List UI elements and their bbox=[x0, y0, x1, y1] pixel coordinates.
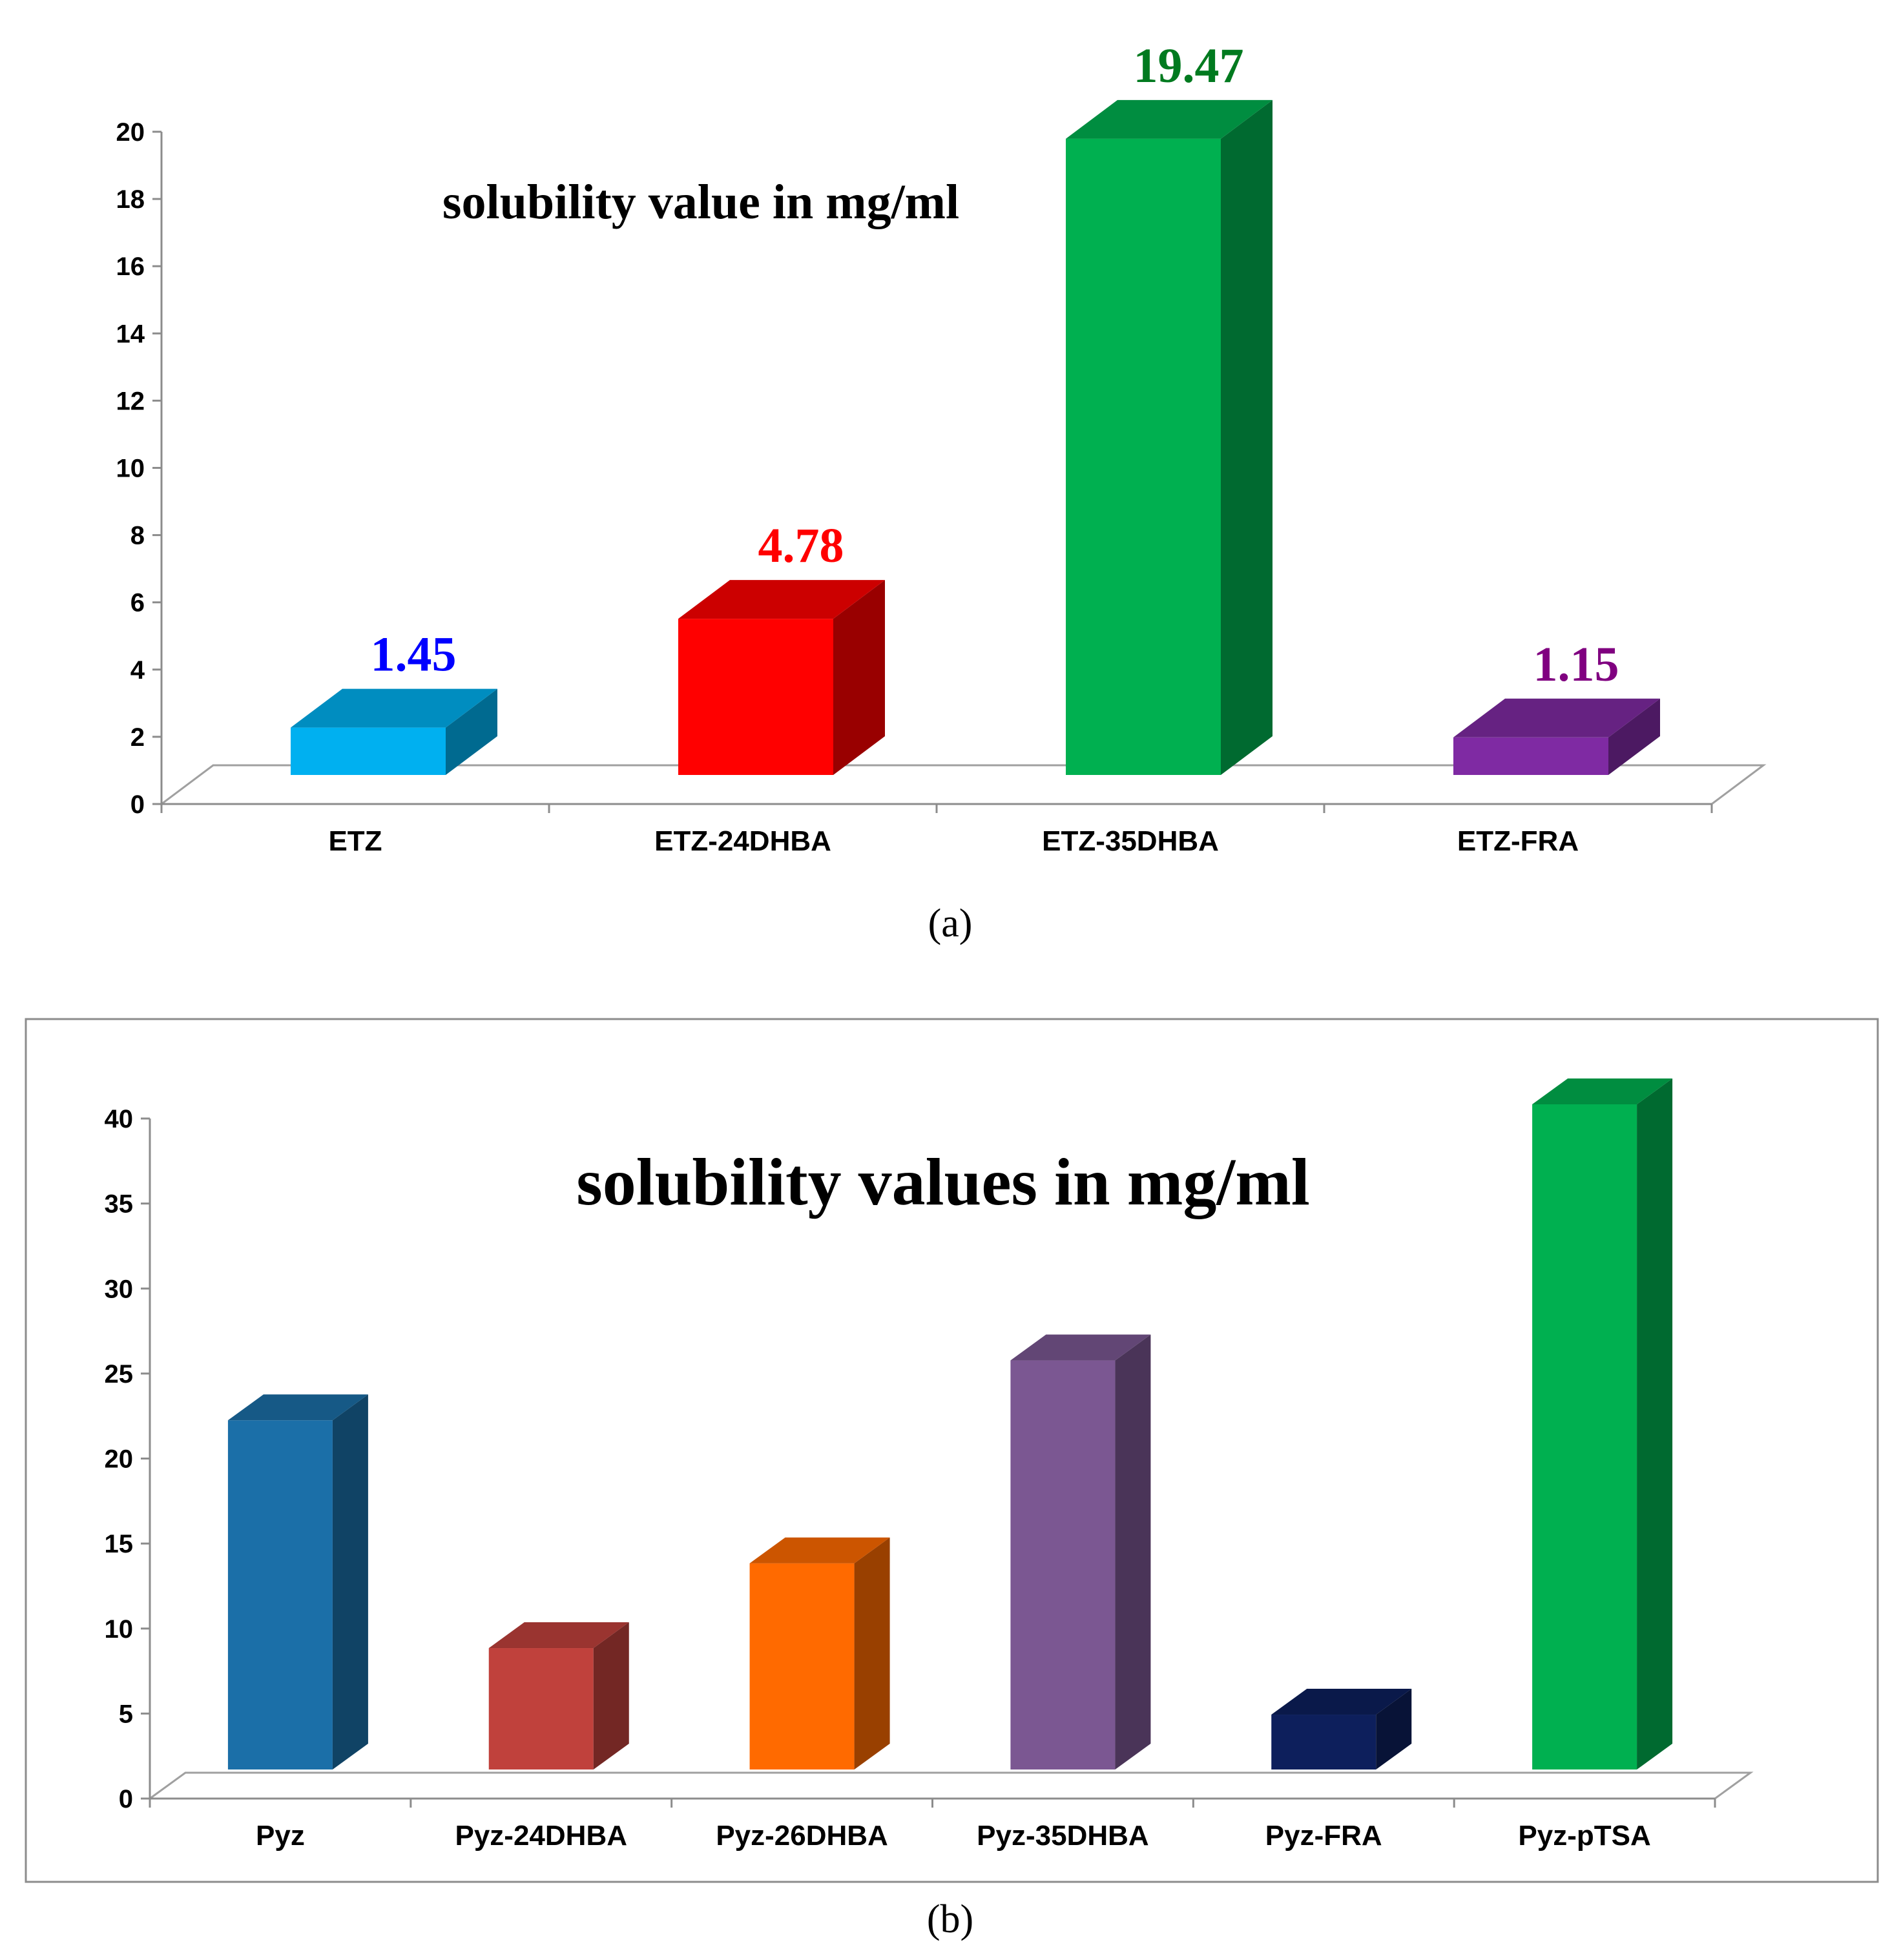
bar-front bbox=[1271, 1715, 1376, 1769]
y-tick-label: 30 bbox=[105, 1275, 134, 1303]
bar-front bbox=[1066, 138, 1221, 775]
chart-b: 0 5 10 15 20 25 30 35 40 Pyz Pyz-24DHBA Pyz-26DHBA… bbox=[25, 1018, 1879, 1941]
y-tick-label: 20 bbox=[116, 118, 145, 147]
bar-top bbox=[1271, 1689, 1412, 1715]
bar-side bbox=[332, 1394, 368, 1769]
chart-a-caption: (a) bbox=[928, 902, 973, 945]
y-tick-label: 35 bbox=[105, 1190, 134, 1219]
bar-side bbox=[854, 1537, 890, 1769]
category-label: Pyz bbox=[256, 1820, 305, 1852]
bar-Pyz-pTSA bbox=[1532, 1078, 1673, 1769]
category-label: ETZ-35DHBA bbox=[1042, 825, 1219, 857]
bar-Pyz-35DHBA bbox=[1010, 1334, 1151, 1769]
category-label: Pyz-FRA bbox=[1265, 1820, 1382, 1852]
chart-a-bars bbox=[291, 99, 1660, 775]
bar-top bbox=[1010, 1334, 1151, 1361]
y-tick-label: 2 bbox=[130, 723, 145, 752]
y-tick-label: 40 bbox=[105, 1105, 134, 1133]
bar-front bbox=[227, 1420, 333, 1769]
bar-front bbox=[291, 727, 446, 775]
chart-a: 0 2 4 6 8 10 12 14 16 18 20 ETZ ETZ-24DHBA ETZ-35DHB… bbox=[116, 39, 1767, 945]
y-tick-label: 6 bbox=[130, 589, 145, 617]
bar-front bbox=[1453, 737, 1608, 775]
bar-side bbox=[1608, 698, 1660, 775]
category-label: ETZ-24DHBA bbox=[654, 825, 831, 857]
bar-side bbox=[1221, 99, 1273, 775]
bar-Pyz-FRA bbox=[1271, 1689, 1412, 1769]
chart-b-frame bbox=[25, 1018, 1879, 1883]
bar-ETZ-35DHBA bbox=[1066, 99, 1273, 775]
y-tick-label: 14 bbox=[116, 320, 145, 348]
data-label: 1.15 bbox=[1533, 637, 1619, 692]
bar-top bbox=[488, 1622, 629, 1649]
bar-front bbox=[678, 619, 833, 775]
y-tick-label: 25 bbox=[105, 1360, 134, 1388]
y-tick-label: 4 bbox=[130, 656, 145, 685]
category-label: ETZ-FRA bbox=[1457, 825, 1579, 857]
y-tick-label: 5 bbox=[119, 1700, 133, 1728]
y-tick-label: 10 bbox=[116, 455, 145, 483]
bar-top bbox=[1066, 99, 1273, 139]
bar-top bbox=[678, 580, 885, 619]
bar-front bbox=[1010, 1360, 1116, 1769]
category-label: Pyz-26DHBA bbox=[716, 1820, 888, 1852]
bar-Pyz-26DHBA bbox=[749, 1537, 890, 1769]
y-tick-label: 0 bbox=[130, 790, 145, 819]
bar-top bbox=[1453, 698, 1660, 738]
bar-ETZ bbox=[291, 688, 497, 775]
bar-side bbox=[833, 580, 885, 775]
y-tick-label: 12 bbox=[116, 387, 145, 415]
category-label: Pyz-35DHBA bbox=[977, 1820, 1149, 1852]
bar-top bbox=[227, 1394, 368, 1421]
chart-b-title: solubility values in mg/ml bbox=[576, 1145, 1310, 1219]
bar-front bbox=[1532, 1104, 1637, 1769]
chart-a-y-ticks: 0 2 4 6 8 10 12 14 16 18 20 bbox=[116, 118, 161, 819]
y-tick-label: 18 bbox=[116, 185, 145, 214]
chart-a-data-labels: 1.45 4.78 19.47 1.15 bbox=[371, 39, 1619, 692]
bar-top bbox=[1532, 1078, 1673, 1104]
bar-top bbox=[291, 688, 497, 728]
data-label: 4.78 bbox=[758, 519, 844, 573]
y-tick-label: 10 bbox=[105, 1615, 134, 1644]
y-tick-label: 15 bbox=[105, 1530, 134, 1558]
chart-b-caption: (b) bbox=[927, 1897, 973, 1941]
data-label: 19.47 bbox=[1134, 39, 1244, 93]
bar-Pyz-24DHBA bbox=[488, 1622, 629, 1769]
y-tick-label: 20 bbox=[105, 1445, 134, 1474]
bar-ETZ-FRA bbox=[1453, 698, 1660, 775]
category-label: Pyz-24DHBA bbox=[455, 1820, 627, 1852]
bar-side bbox=[446, 688, 497, 775]
chart-a-title: solubility value in mg/ml bbox=[442, 175, 959, 229]
bar-front bbox=[749, 1563, 855, 1769]
chart-b-floor bbox=[147, 1771, 1754, 1800]
chart-a-category-labels: ETZ ETZ-24DHBA ETZ-35DHBA ETZ-FRA bbox=[160, 804, 1713, 857]
chart-b-y-axis bbox=[149, 1119, 1715, 1800]
bar-side bbox=[593, 1622, 629, 1769]
bar-side bbox=[1376, 1689, 1412, 1769]
category-label: ETZ bbox=[328, 825, 382, 857]
bar-side bbox=[1637, 1078, 1673, 1769]
y-tick-label: 8 bbox=[130, 522, 145, 550]
y-tick-label: 0 bbox=[119, 1785, 133, 1813]
chart-b-y-ticks: 0 5 10 15 20 25 30 35 40 bbox=[105, 1105, 150, 1813]
data-label: 1.45 bbox=[371, 628, 457, 682]
bar-Pyz bbox=[227, 1394, 368, 1769]
bar-side bbox=[1115, 1334, 1151, 1769]
bar-ETZ-24DHBA bbox=[678, 580, 885, 775]
chart-b-category-labels: Pyz Pyz-24DHBA Pyz-26DHBA Pyz-35DHBA Pyz-FRA… bbox=[149, 1799, 1716, 1852]
bar-top bbox=[749, 1537, 890, 1563]
category-label: Pyz-pTSA bbox=[1518, 1820, 1650, 1852]
y-tick-label: 16 bbox=[116, 253, 145, 281]
bar-front bbox=[488, 1648, 594, 1769]
floor-plane bbox=[147, 1771, 1754, 1800]
chart-b-bars bbox=[227, 1078, 1673, 1769]
